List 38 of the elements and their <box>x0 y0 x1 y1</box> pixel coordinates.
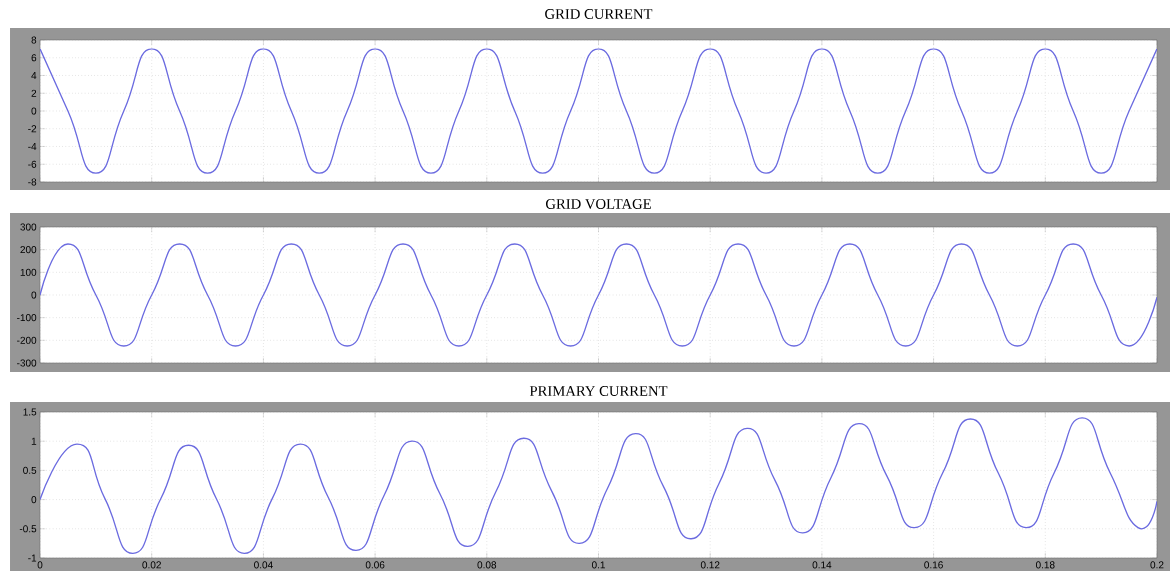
y-tick-label: -200 <box>17 336 37 344</box>
y-tick-label: -6 <box>28 160 37 168</box>
y-tick-label: 0.5 <box>23 466 37 474</box>
chart-title: PRIMARY CURRENT <box>529 386 668 396</box>
y-tick-label: 100 <box>20 268 37 276</box>
y-tick-label: -4 <box>28 143 37 150</box>
y-tick-label: 300 <box>20 223 37 231</box>
y-tick-label: 8 <box>31 36 37 44</box>
x-tick-label: 0.06 <box>365 561 385 569</box>
x-tick-label: 0.2 <box>1150 561 1164 569</box>
y-tick-label: 0 <box>31 496 37 504</box>
y-tick-label: 0 <box>31 291 37 299</box>
y-tick-label: 1 <box>31 437 37 445</box>
chart-title: GRID VOLTAGE <box>546 199 651 209</box>
line-series <box>40 417 1157 554</box>
y-tick-label: -2 <box>28 125 37 133</box>
line-series <box>40 243 1157 347</box>
y-tick-label: -1 <box>28 554 37 562</box>
y-tick-label: 2 <box>31 89 37 97</box>
x-tick-label: 0.14 <box>812 561 832 569</box>
y-tick-label: -100 <box>17 314 37 322</box>
y-tick-label: -0.5 <box>19 525 37 533</box>
x-tick-label: 0.18 <box>1035 561 1055 569</box>
y-tick-label: 4 <box>31 72 37 79</box>
x-tick-label: 0.1 <box>591 561 605 569</box>
chart-title: GRID CURRENT <box>545 9 653 19</box>
y-tick-label: 0 <box>31 107 37 115</box>
x-tick-label: 0 <box>37 561 43 569</box>
y-tick-label: 6 <box>31 54 37 62</box>
x-tick-label: 0.16 <box>924 561 943 569</box>
x-tick-label: 0.12 <box>700 561 720 569</box>
x-tick-label: 0.04 <box>254 561 273 569</box>
x-tick-label: 0.02 <box>142 561 161 569</box>
y-tick-label: 1.5 <box>23 408 37 416</box>
y-tick-label: -300 <box>17 359 37 367</box>
y-tick-label: 200 <box>20 246 37 254</box>
y-tick-label: -8 <box>28 178 37 186</box>
x-tick-label: 0.08 <box>477 561 497 569</box>
